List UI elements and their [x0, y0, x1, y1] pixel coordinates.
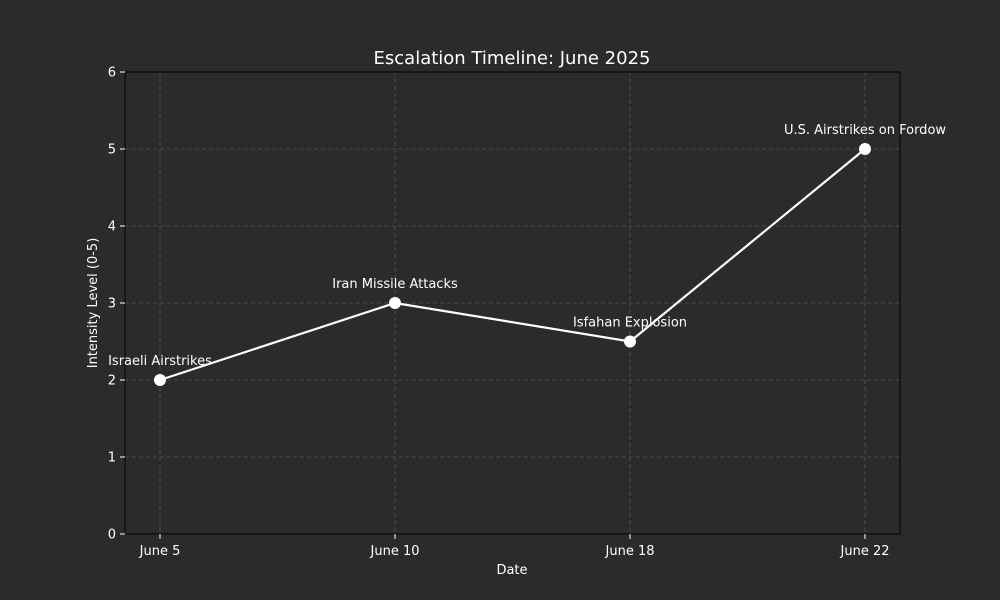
y-tick-label: 4 [108, 220, 116, 235]
data-point [624, 335, 636, 348]
series [154, 143, 871, 386]
annotation-label: Israeli Airstrikes [108, 354, 212, 369]
axes: 0 1 2 3 4 5 6 June 5 June 10 June 18 June 22 [108, 66, 890, 560]
y-tick-label: 0 [108, 528, 116, 543]
x-tick-label: June 18 [605, 544, 655, 559]
y-tick-label: 2 [108, 374, 116, 389]
chart-title: Escalation Timeline: June 2025 [374, 48, 651, 69]
y-tick-label: 3 [108, 297, 116, 312]
x-tick-label: June 22 [840, 544, 890, 559]
data-point [389, 297, 401, 309]
x-tick-label: June 5 [139, 544, 181, 559]
x-tick-label: June 10 [370, 544, 420, 559]
y-tick-label: 5 [108, 143, 116, 158]
y-tick-label: 1 [108, 451, 116, 466]
annotation-label: Iran Missile Attacks [332, 277, 458, 292]
grid [125, 71, 900, 535]
annotations: Israeli Airstrikes Iran Missile Attacks Is… [108, 123, 946, 369]
annotation-label: Isfahan Explosion [573, 316, 687, 331]
y-tick-label: 6 [108, 66, 116, 81]
data-point [154, 374, 166, 386]
annotation-label: U.S. Airstrikes on Fordow [784, 123, 946, 138]
x-axis-label: Date [496, 563, 527, 578]
series-line [159, 148, 866, 382]
data-point [859, 143, 871, 155]
y-axis-label: Intensity Level (0-5) [86, 238, 101, 369]
